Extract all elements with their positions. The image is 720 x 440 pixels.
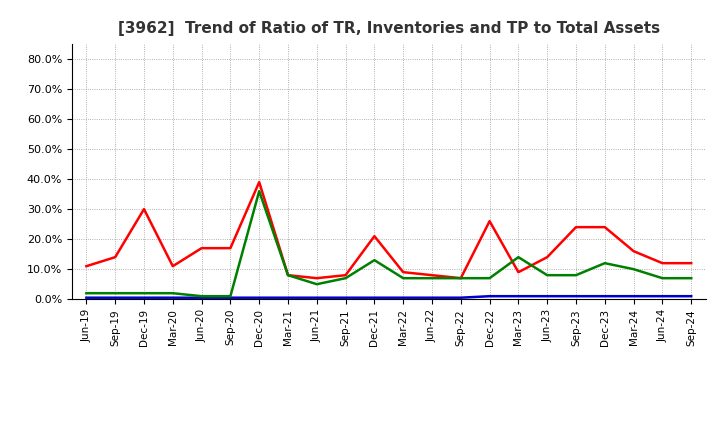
- Inventories: [255, 295, 264, 301]
- Legend: Trade Receivables, Inventories, Trade Payables: Trade Receivables, Inventories, Trade Pa…: [158, 438, 619, 440]
- Trade Receivables: [572, 224, 580, 230]
- Trade Payables: [111, 290, 120, 296]
- Inventories: [226, 295, 235, 301]
- Trade Receivables: [456, 275, 465, 281]
- Inventories: [428, 295, 436, 301]
- Trade Payables: [399, 275, 408, 281]
- Trade Receivables: [600, 224, 609, 230]
- Trade Receivables: [341, 272, 350, 278]
- Inventories: [687, 293, 696, 299]
- Trade Payables: [284, 272, 292, 278]
- Trade Payables: [514, 254, 523, 260]
- Inventories: [543, 293, 552, 299]
- Trade Receivables: [226, 246, 235, 251]
- Inventories: [82, 295, 91, 301]
- Trade Payables: [168, 290, 177, 296]
- Trade Receivables: [312, 275, 321, 281]
- Line: Trade Payables: Trade Payables: [86, 191, 691, 296]
- Trade Receivables: [658, 260, 667, 266]
- Trade Receivables: [111, 254, 120, 260]
- Trade Payables: [370, 257, 379, 263]
- Trade Payables: [82, 290, 91, 296]
- Trade Payables: [543, 272, 552, 278]
- Trade Payables: [197, 293, 206, 299]
- Inventories: [312, 295, 321, 301]
- Trade Receivables: [543, 254, 552, 260]
- Trade Payables: [255, 188, 264, 194]
- Trade Receivables: [629, 249, 638, 254]
- Trade Receivables: [514, 270, 523, 275]
- Trade Receivables: [284, 272, 292, 278]
- Inventories: [111, 295, 120, 301]
- Trade Payables: [428, 275, 436, 281]
- Inventories: [600, 293, 609, 299]
- Inventories: [168, 295, 177, 301]
- Inventories: [370, 295, 379, 301]
- Trade Receivables: [485, 219, 494, 224]
- Inventories: [572, 293, 580, 299]
- Inventories: [514, 293, 523, 299]
- Trade Payables: [629, 267, 638, 272]
- Trade Receivables: [82, 264, 91, 269]
- Inventories: [399, 295, 408, 301]
- Trade Payables: [572, 272, 580, 278]
- Trade Payables: [658, 275, 667, 281]
- Trade Payables: [341, 275, 350, 281]
- Title: [3962]  Trend of Ratio of TR, Inventories and TP to Total Assets: [3962] Trend of Ratio of TR, Inventories…: [118, 21, 660, 36]
- Trade Receivables: [687, 260, 696, 266]
- Line: Trade Receivables: Trade Receivables: [86, 182, 691, 278]
- Inventories: [197, 295, 206, 301]
- Inventories: [284, 295, 292, 301]
- Trade Receivables: [168, 264, 177, 269]
- Trade Payables: [140, 290, 148, 296]
- Trade Payables: [687, 275, 696, 281]
- Inventories: [140, 295, 148, 301]
- Inventories: [658, 293, 667, 299]
- Trade Receivables: [255, 180, 264, 185]
- Trade Payables: [456, 275, 465, 281]
- Trade Payables: [600, 260, 609, 266]
- Trade Payables: [312, 282, 321, 287]
- Inventories: [629, 293, 638, 299]
- Inventories: [456, 295, 465, 301]
- Trade Payables: [485, 275, 494, 281]
- Trade Receivables: [399, 270, 408, 275]
- Inventories: [485, 293, 494, 299]
- Trade Receivables: [370, 234, 379, 239]
- Inventories: [341, 295, 350, 301]
- Trade Receivables: [428, 272, 436, 278]
- Line: Inventories: Inventories: [86, 296, 691, 298]
- Trade Receivables: [197, 246, 206, 251]
- Trade Payables: [226, 293, 235, 299]
- Trade Receivables: [140, 206, 148, 212]
